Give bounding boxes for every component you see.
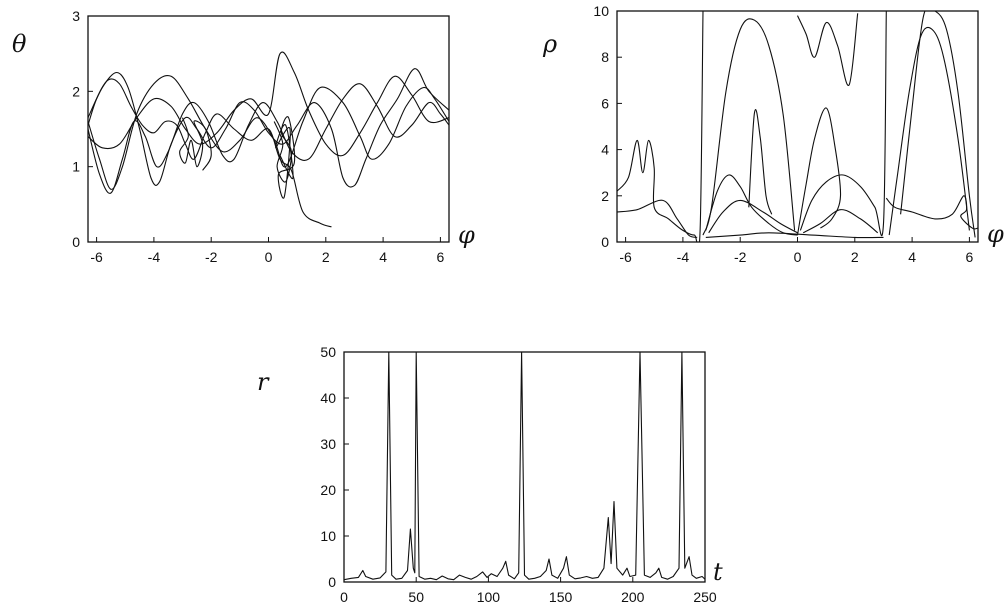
series-line (796, 13, 859, 86)
plot-area (617, 11, 978, 242)
series-line (885, 195, 978, 230)
y-axis-label: θ (12, 30, 27, 58)
series-line (702, 18, 796, 236)
x-tick-label: 4 (908, 249, 916, 265)
series-line (748, 109, 773, 215)
x-tick-label: -4 (677, 249, 690, 265)
series-line (273, 116, 296, 199)
series-line (617, 199, 698, 238)
x-tick-label: 0 (794, 249, 802, 265)
y-axis-label: r (257, 368, 270, 396)
y-tick-label: 0 (72, 234, 80, 250)
x-axis: 0 50 100 150 200 250 (340, 577, 717, 605)
y-tick-label: 6 (601, 95, 609, 111)
series-line (900, 11, 976, 238)
x-tick-label: -6 (90, 249, 103, 265)
y-tick-label: 1 (72, 159, 80, 175)
x-tick-label: 50 (408, 589, 424, 605)
x-tick-label: 100 (477, 589, 501, 605)
x-axis-label: φ (987, 220, 1004, 248)
plot-area (88, 51, 449, 228)
y-tick-label: 2 (72, 83, 80, 99)
series-line (344, 352, 705, 581)
series-line (705, 232, 884, 239)
series-line (617, 11, 704, 242)
x-tick-label: 0 (340, 589, 348, 605)
x-axis: -6 -4 -2 0 2 4 6 (619, 237, 974, 265)
x-tick-label: 150 (549, 589, 573, 605)
x-tick-label: 2 (322, 249, 330, 265)
y-axis: 0 1 2 3 (72, 8, 93, 250)
y-axis: 0 2 4 6 8 10 (593, 3, 622, 250)
plot-area (344, 352, 705, 581)
y-tick-label: 40 (320, 390, 336, 406)
series-line (799, 11, 887, 237)
panel-r-t: 0 50 100 150 200 250 0 10 20 30 40 50 r t (257, 344, 723, 605)
x-tick-label: 6 (437, 249, 445, 265)
series-line (708, 199, 798, 234)
y-tick-label: 2 (601, 188, 609, 204)
x-axis-label: φ (458, 221, 475, 249)
series-line (705, 174, 798, 236)
series-line (88, 68, 449, 188)
y-tick-label: 50 (320, 344, 336, 360)
y-tick-label: 4 (601, 142, 609, 158)
x-tick-label: 0 (265, 249, 273, 265)
x-tick-label: 2 (851, 249, 859, 265)
series-line (88, 74, 449, 190)
x-tick-label: -2 (205, 249, 218, 265)
plot-frame (343, 351, 706, 583)
x-tick-label: -6 (619, 249, 632, 265)
y-tick-label: 10 (320, 528, 336, 544)
y-tick-label: 20 (320, 482, 336, 498)
x-tick-label: -2 (734, 249, 747, 265)
x-tick-label: -4 (148, 249, 161, 265)
series-line (88, 83, 449, 194)
series-line (179, 117, 212, 171)
series-line (88, 51, 449, 157)
panel-rho-phi: -6 -4 -2 0 2 4 6 0 2 4 6 8 10 ρ φ (542, 3, 1004, 265)
plot-frame (616, 10, 979, 243)
y-tick-label: 0 (601, 234, 609, 250)
series-line (888, 26, 970, 236)
y-tick-label: 30 (320, 436, 336, 452)
y-tick-label: 0 (328, 574, 336, 590)
x-tick-label: 250 (693, 589, 717, 605)
series-line (796, 107, 842, 236)
x-tick-label: 200 (621, 589, 645, 605)
y-tick-label: 10 (593, 3, 609, 19)
y-axis: 0 10 20 30 40 50 (320, 344, 349, 590)
y-tick-label: 3 (72, 8, 80, 24)
x-axis-label: t (713, 558, 723, 586)
x-axis: -6 -4 -2 0 2 4 6 (90, 237, 445, 265)
series-line (802, 209, 879, 234)
y-tick-label: 8 (601, 49, 609, 65)
y-axis-label: ρ (542, 30, 557, 58)
x-tick-label: 4 (379, 249, 387, 265)
x-tick-label: 6 (966, 249, 974, 265)
panel-theta-phi: -6 -4 -2 0 2 4 6 0 1 2 3 θ φ (12, 8, 475, 265)
